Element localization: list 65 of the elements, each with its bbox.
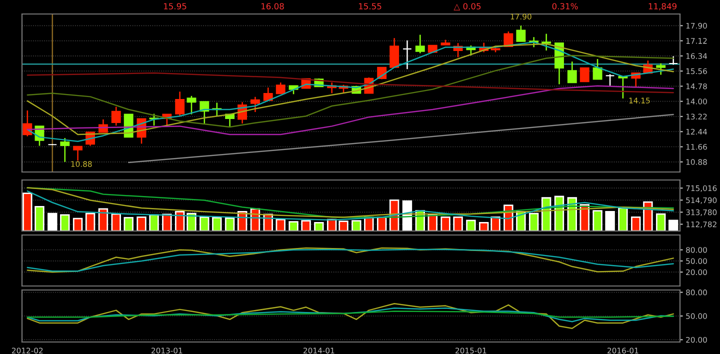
candlestick xyxy=(250,96,260,113)
candlestick xyxy=(111,106,121,126)
bar xyxy=(314,222,324,231)
bar xyxy=(630,216,641,231)
candlestick xyxy=(60,137,70,163)
bar xyxy=(85,212,96,231)
candlestick xyxy=(186,95,196,115)
text: 16.08 xyxy=(261,3,284,10)
bar xyxy=(656,213,666,231)
candlestick xyxy=(390,37,400,68)
candlestick xyxy=(605,74,615,86)
bar xyxy=(34,206,44,231)
bar xyxy=(338,220,348,231)
bar xyxy=(124,216,134,231)
bar xyxy=(200,216,210,231)
text: 0.31% xyxy=(552,3,578,10)
bar xyxy=(528,212,539,231)
bar xyxy=(72,218,83,231)
bar xyxy=(136,216,146,231)
bar xyxy=(60,214,70,231)
bar xyxy=(276,218,286,231)
text: △ 0.05 xyxy=(454,3,481,10)
text: 11,849 xyxy=(648,3,676,10)
bar xyxy=(98,208,108,231)
bar xyxy=(440,216,450,231)
line-series xyxy=(26,302,674,330)
bar xyxy=(111,213,121,231)
candlestick xyxy=(592,58,602,80)
candlestick xyxy=(276,82,286,94)
bar xyxy=(224,217,235,231)
line-series xyxy=(26,72,674,94)
bar xyxy=(605,210,615,231)
text: 15.55 xyxy=(358,3,382,10)
bar xyxy=(478,222,489,231)
candlestick xyxy=(567,60,577,84)
bar xyxy=(453,216,463,231)
candlestick xyxy=(516,25,526,42)
bar xyxy=(186,212,196,231)
bar xyxy=(48,212,58,231)
bar xyxy=(162,214,172,231)
candlestick xyxy=(263,86,273,101)
candlestick xyxy=(175,91,185,117)
candlestick xyxy=(580,67,590,82)
candlestick xyxy=(504,30,514,48)
bar xyxy=(490,216,500,231)
bar xyxy=(174,210,185,231)
bar xyxy=(668,220,678,231)
candlestick xyxy=(415,34,425,54)
bar xyxy=(618,207,628,231)
bar xyxy=(22,192,32,231)
candlestick xyxy=(200,101,210,124)
bar xyxy=(301,220,311,231)
bar xyxy=(643,201,653,231)
bar xyxy=(288,221,298,231)
line-series xyxy=(26,54,674,128)
candlestick xyxy=(542,33,552,52)
bar xyxy=(149,214,159,231)
bar xyxy=(466,220,476,231)
bar xyxy=(212,216,222,231)
bar xyxy=(592,210,602,231)
candlestick xyxy=(73,146,83,162)
text: 15.95 xyxy=(164,3,186,10)
candlestick xyxy=(656,62,666,76)
candlestick xyxy=(402,40,412,70)
bar xyxy=(352,220,362,231)
